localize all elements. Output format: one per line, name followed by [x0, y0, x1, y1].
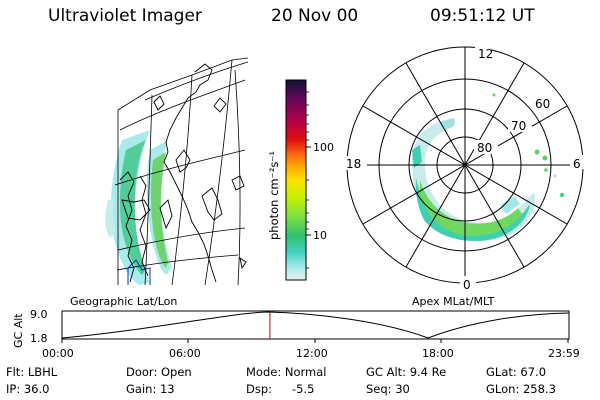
- polar-plot: 12 18 6 0 60 70 80: [343, 46, 584, 292]
- apex-caption: Apex MLat/MLT: [412, 295, 495, 308]
- door-info: Door: Open: [126, 365, 192, 379]
- seq-info: Seq: 30: [366, 382, 410, 396]
- lat-label-60: 60: [535, 97, 550, 111]
- time-tick-2: 12:00: [296, 347, 328, 360]
- mlt-label-0: 0: [463, 278, 471, 292]
- lat-label-70: 70: [511, 119, 526, 133]
- dsp-value: -5.5: [292, 382, 315, 396]
- filter-info: Flt: LBHL: [6, 365, 58, 379]
- gc-alt-axis-title: GC Alt: [12, 313, 25, 348]
- mlt-label-12: 12: [478, 47, 493, 61]
- ip-info: IP: 36.0: [6, 382, 50, 396]
- lat-label-80: 80: [477, 141, 492, 155]
- time-tick-1: 06:00: [169, 347, 201, 360]
- colorbar-tick-10: 10: [313, 229, 327, 242]
- geographic-aurora: [105, 130, 172, 285]
- colorbar-unit-label: photon cm⁻²s⁻¹: [267, 151, 281, 240]
- time-tick-4: 23:59: [548, 347, 580, 360]
- dsp-label: Dsp:: [246, 382, 273, 396]
- gain-info: Gain: 13: [126, 382, 175, 396]
- mlt-label-6: 6: [573, 157, 581, 171]
- time-tick-0: 00:00: [42, 347, 74, 360]
- mlt-label-18: 18: [346, 157, 361, 171]
- gc-alt-bottom-value: 1.8: [30, 332, 48, 345]
- geographic-map: [105, 57, 249, 286]
- gc-alt-info: GC Alt: 9.4 Re: [366, 365, 447, 379]
- mode-info: Mode: Normal: [246, 365, 327, 379]
- polar-aurora: [412, 93, 565, 242]
- instrument-title: Ultraviolet Imager: [48, 6, 202, 26]
- glon-info: GLon: 258.3: [486, 382, 556, 396]
- time-label: 09:51:12 UT: [430, 6, 535, 26]
- colorbar-tick-100: 100: [313, 141, 334, 154]
- gc-alt-top-value: 9.0: [30, 308, 48, 321]
- altitude-timeline: GC Alt 9.0 1.8 Geographic Lat/Lon Apex M…: [12, 295, 580, 360]
- geographic-caption: Geographic Lat/Lon: [70, 295, 177, 308]
- glat-info: GLat: 67.0: [486, 365, 547, 379]
- colorbar: 100 10 photon cm⁻²s⁻¹: [267, 79, 334, 281]
- time-tick-3: 18:00: [422, 347, 454, 360]
- date-label: 20 Nov 00: [271, 6, 359, 26]
